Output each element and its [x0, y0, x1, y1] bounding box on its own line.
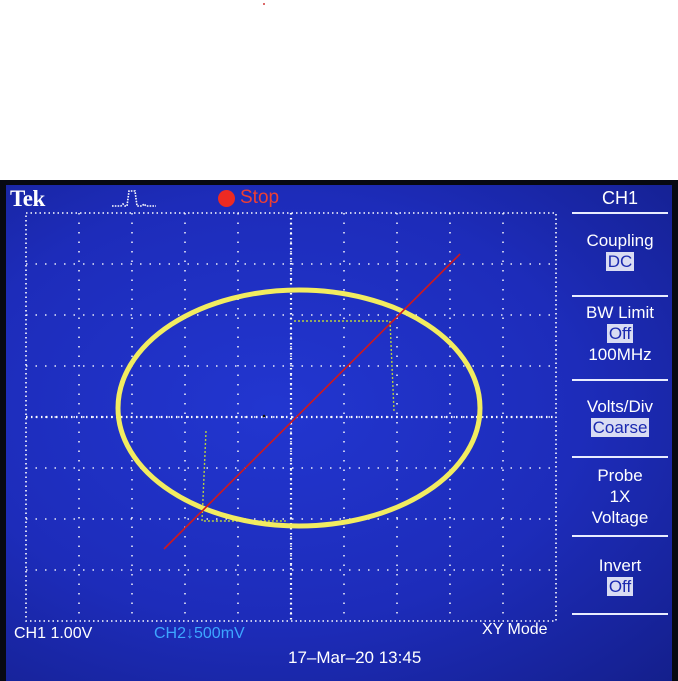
display-mode-readout: XY Mode: [482, 621, 548, 638]
probe-type: Voltage: [591, 508, 649, 527]
bw-limit-value: Off: [606, 324, 634, 343]
probe-attenuation: 1X: [609, 487, 631, 506]
status-top-bar: Tek Stop: [6, 185, 562, 211]
invert-label: Invert: [598, 556, 642, 575]
menu-divider: [572, 295, 668, 297]
center-marker: [262, 414, 266, 418]
side-menu: CH1 Coupling DC BW Limit Off 100MHz Volt…: [568, 185, 672, 681]
ch1-scale-readout: CH1 1.00V: [14, 625, 93, 642]
waveform-display: [25, 212, 557, 622]
menu-item-probe[interactable]: Probe 1X Voltage: [568, 465, 672, 528]
volts-div-label: Volts/Div: [586, 397, 654, 416]
menu-title: CH1: [601, 188, 638, 208]
pulse-trigger-icon: [112, 187, 156, 214]
bw-limit-bandwidth: 100MHz: [588, 345, 652, 364]
ch2-scale-readout: CH2↓500mV: [154, 625, 245, 642]
menu-divider: [572, 535, 668, 537]
coupling-label: Coupling: [586, 231, 654, 250]
menu-divider: [572, 212, 668, 214]
date-time-readout: 17–Mar–20 13:45: [288, 648, 422, 667]
bw-limit-label: BW Limit: [586, 303, 654, 322]
acquisition-state-label: Stop: [240, 187, 280, 208]
reference-trace-lower: [201, 430, 288, 522]
probe-label: Probe: [597, 466, 643, 485]
menu-item-volts-div[interactable]: Volts/Div Coarse: [568, 396, 672, 438]
oscilloscope-screen: Tek Stop CH1 Coupling DC BW Limit Off 10…: [6, 185, 672, 681]
invert-value: Off: [606, 577, 634, 596]
menu-item-coupling[interactable]: Coupling DC: [568, 230, 672, 272]
brand-logo: Tek: [10, 186, 45, 211]
volts-div-value: Coarse: [590, 418, 650, 437]
menu-divider: [572, 456, 668, 458]
reference-trace-upper: [294, 320, 395, 412]
menu-divider: [572, 379, 668, 381]
stray-red-dot: [263, 3, 265, 5]
coupling-value: DC: [605, 252, 635, 271]
annotation-diagonal-line: [163, 253, 461, 550]
lissajous-ellipse-trace: [115, 287, 483, 529]
stop-indicator-icon: [218, 190, 235, 207]
menu-item-invert[interactable]: Invert Off: [568, 555, 672, 597]
graticule-border: [25, 212, 557, 622]
graticule-svg: [25, 212, 557, 622]
status-bottom-bar: CH1 1.00V CH2↓500mV XY Mode 17–Mar–20 13…: [6, 621, 672, 681]
menu-item-bw-limit[interactable]: BW Limit Off 100MHz: [568, 302, 672, 365]
menu-divider: [572, 613, 668, 615]
